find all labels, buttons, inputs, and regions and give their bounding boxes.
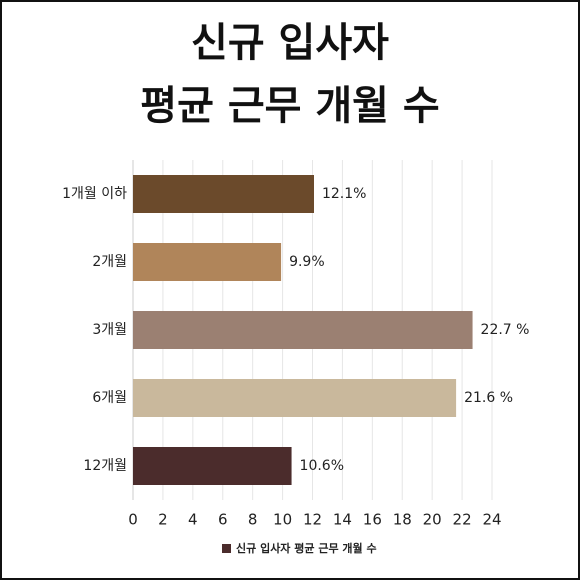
x-tick-label: 22 [453,511,472,529]
x-tick-label: 24 [482,511,501,529]
x-tick-label: 4 [188,511,198,529]
bar [133,311,473,349]
value-label: 21.6 % [464,390,513,406]
x-tick-label: 0 [128,511,138,529]
value-label: 9.9% [289,254,325,270]
legend-label: 신규 입사자 평균 근무 개월 수 [236,541,377,555]
value-label: 10.6% [300,458,344,474]
x-tick-label: 16 [363,511,382,529]
y-tick-label: 12개월 [83,458,127,474]
value-label: 22.7 % [481,322,530,338]
x-tick-label: 8 [248,511,258,529]
y-tick-label: 6개월 [92,390,127,406]
x-tick-label: 6 [218,511,228,529]
y-tick-label: 3개월 [92,322,127,338]
y-tick-label: 2개월 [92,254,127,270]
x-tick-label: 14 [333,511,352,529]
bar [133,379,457,417]
bar [133,447,292,485]
x-tick-label: 12 [303,511,322,529]
chart-title: 평균 근무 개월 수 [140,83,439,129]
legend-swatch [222,544,231,553]
y-tick-label: 1개월 이하 [62,186,127,202]
x-tick-label: 20 [423,511,442,529]
chart-title: 신규 입사자 [191,20,389,66]
value-label: 12.1% [322,186,366,202]
x-tick-label: 2 [158,511,168,529]
bar [133,243,282,281]
x-tick-label: 18 [393,511,412,529]
x-tick-label: 10 [273,511,292,529]
bar [133,175,314,213]
